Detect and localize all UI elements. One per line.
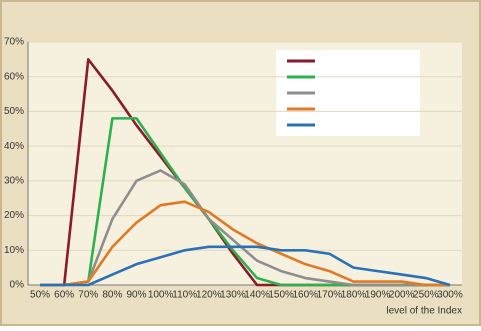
- x-axis-label: level of the Index: [386, 306, 462, 317]
- x-tick-label: 90%: [126, 290, 146, 301]
- x-tick-label: 120%: [196, 290, 222, 301]
- x-tick-label: 80%: [102, 290, 122, 301]
- y-tick-label: 50%: [4, 106, 24, 117]
- series-line: [40, 200, 450, 287]
- y-tick-label: 0%: [10, 280, 25, 291]
- x-tick-label: 170%: [317, 290, 343, 301]
- x-tick-label: 130%: [220, 290, 246, 301]
- series-line: [40, 169, 450, 287]
- x-tick-label: 160%: [292, 290, 318, 301]
- y-tick-label: 40%: [4, 141, 24, 152]
- y-tick-label: 10%: [4, 245, 24, 256]
- x-tick-label: 150%: [268, 290, 294, 301]
- y-tick-label: 70%: [4, 37, 24, 48]
- x-tick-label: 50%: [30, 290, 50, 301]
- y-tick-label: 30%: [4, 175, 24, 186]
- x-tick-label: 140%: [244, 290, 270, 301]
- x-tick-label: 190%: [365, 290, 391, 301]
- x-tick-label: 70%: [78, 290, 98, 301]
- x-tick-label: 60%: [54, 290, 74, 301]
- series-line: [40, 245, 451, 287]
- x-tick-label: 110%: [172, 290, 197, 301]
- x-tick-label: 250%: [413, 290, 439, 301]
- x-tick-label: 200%: [389, 290, 415, 301]
- x-tick-label: 180%: [341, 290, 367, 301]
- y-tick-label: 60%: [4, 71, 24, 82]
- y-tick-label: 20%: [4, 210, 24, 221]
- x-tick-label: 300%: [437, 290, 463, 301]
- x-tick-label: 100%: [148, 290, 174, 301]
